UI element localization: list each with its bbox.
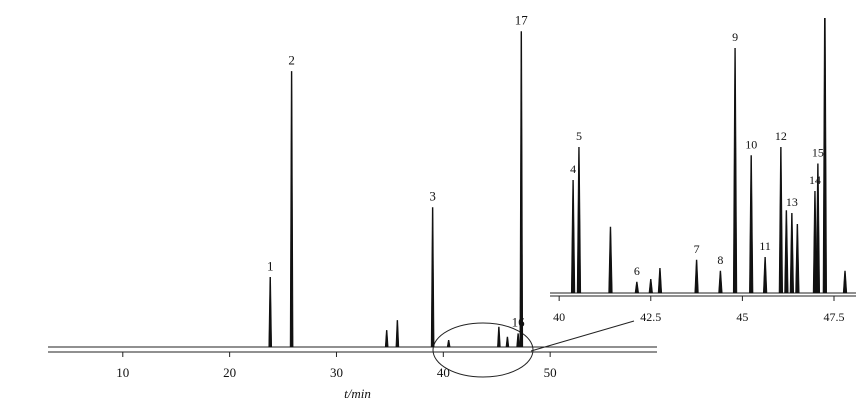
peak — [446, 340, 451, 348]
peak — [795, 223, 800, 294]
peak — [762, 256, 768, 294]
peak — [570, 179, 576, 294]
peak — [815, 163, 821, 294]
peak-label: 3 — [429, 189, 436, 204]
peak-label: 6 — [634, 264, 640, 278]
peak — [789, 212, 795, 294]
peak-label: 17 — [515, 13, 529, 28]
peak — [384, 330, 389, 348]
peak-label: 1 — [267, 258, 274, 273]
main-chart: 10 20 30 40 50 t/min 1 2 3 16 17 — [48, 13, 657, 401]
peak — [634, 281, 640, 294]
peak — [505, 336, 510, 348]
peak — [576, 146, 582, 294]
x-tick-label: 42.5 — [640, 310, 661, 324]
peak-label: 5 — [576, 129, 582, 143]
peak — [519, 31, 524, 348]
peak-label: 14 — [809, 173, 821, 187]
x-tick-label: 47.5 — [824, 310, 845, 324]
x-tick-label: 40 — [553, 310, 565, 324]
x-tick-label: 10 — [116, 365, 129, 380]
peak — [812, 190, 818, 294]
peak — [497, 326, 501, 348]
peak — [842, 270, 848, 294]
inset-chart — [550, 18, 856, 294]
peak — [732, 47, 738, 294]
peak-label: 7 — [694, 242, 700, 256]
peak — [749, 155, 754, 294]
peak — [822, 18, 827, 294]
peak-label: 2 — [288, 52, 295, 67]
peak-label: 13 — [786, 195, 798, 209]
peak — [778, 146, 784, 294]
peak-label: 12 — [775, 129, 787, 143]
x-tick-label: 50 — [544, 365, 557, 380]
peak-label: 15 — [812, 146, 824, 160]
peak — [516, 333, 520, 348]
x-axis-label: t/min — [344, 386, 371, 401]
peak — [430, 207, 435, 348]
peak-label: 9 — [732, 30, 738, 44]
peak-label: 16 — [512, 315, 526, 330]
peak — [718, 270, 723, 294]
peak — [608, 226, 613, 294]
x-tick-label: 20 — [223, 365, 236, 380]
peak — [268, 276, 273, 348]
peak-label: 11 — [759, 239, 771, 253]
x-tick-label: 45 — [736, 310, 748, 324]
peak — [657, 267, 663, 294]
peak-label: 8 — [717, 253, 723, 267]
zoom-connector — [530, 320, 635, 352]
peak — [694, 259, 699, 294]
peak — [784, 210, 789, 294]
peak — [395, 320, 400, 348]
x-tick-label: 40 — [437, 365, 450, 380]
peak-label: 4 — [570, 162, 576, 176]
peak-label: 10 — [745, 137, 757, 151]
peak — [289, 71, 294, 348]
peak — [648, 278, 653, 294]
x-tick-label: 30 — [330, 365, 343, 380]
